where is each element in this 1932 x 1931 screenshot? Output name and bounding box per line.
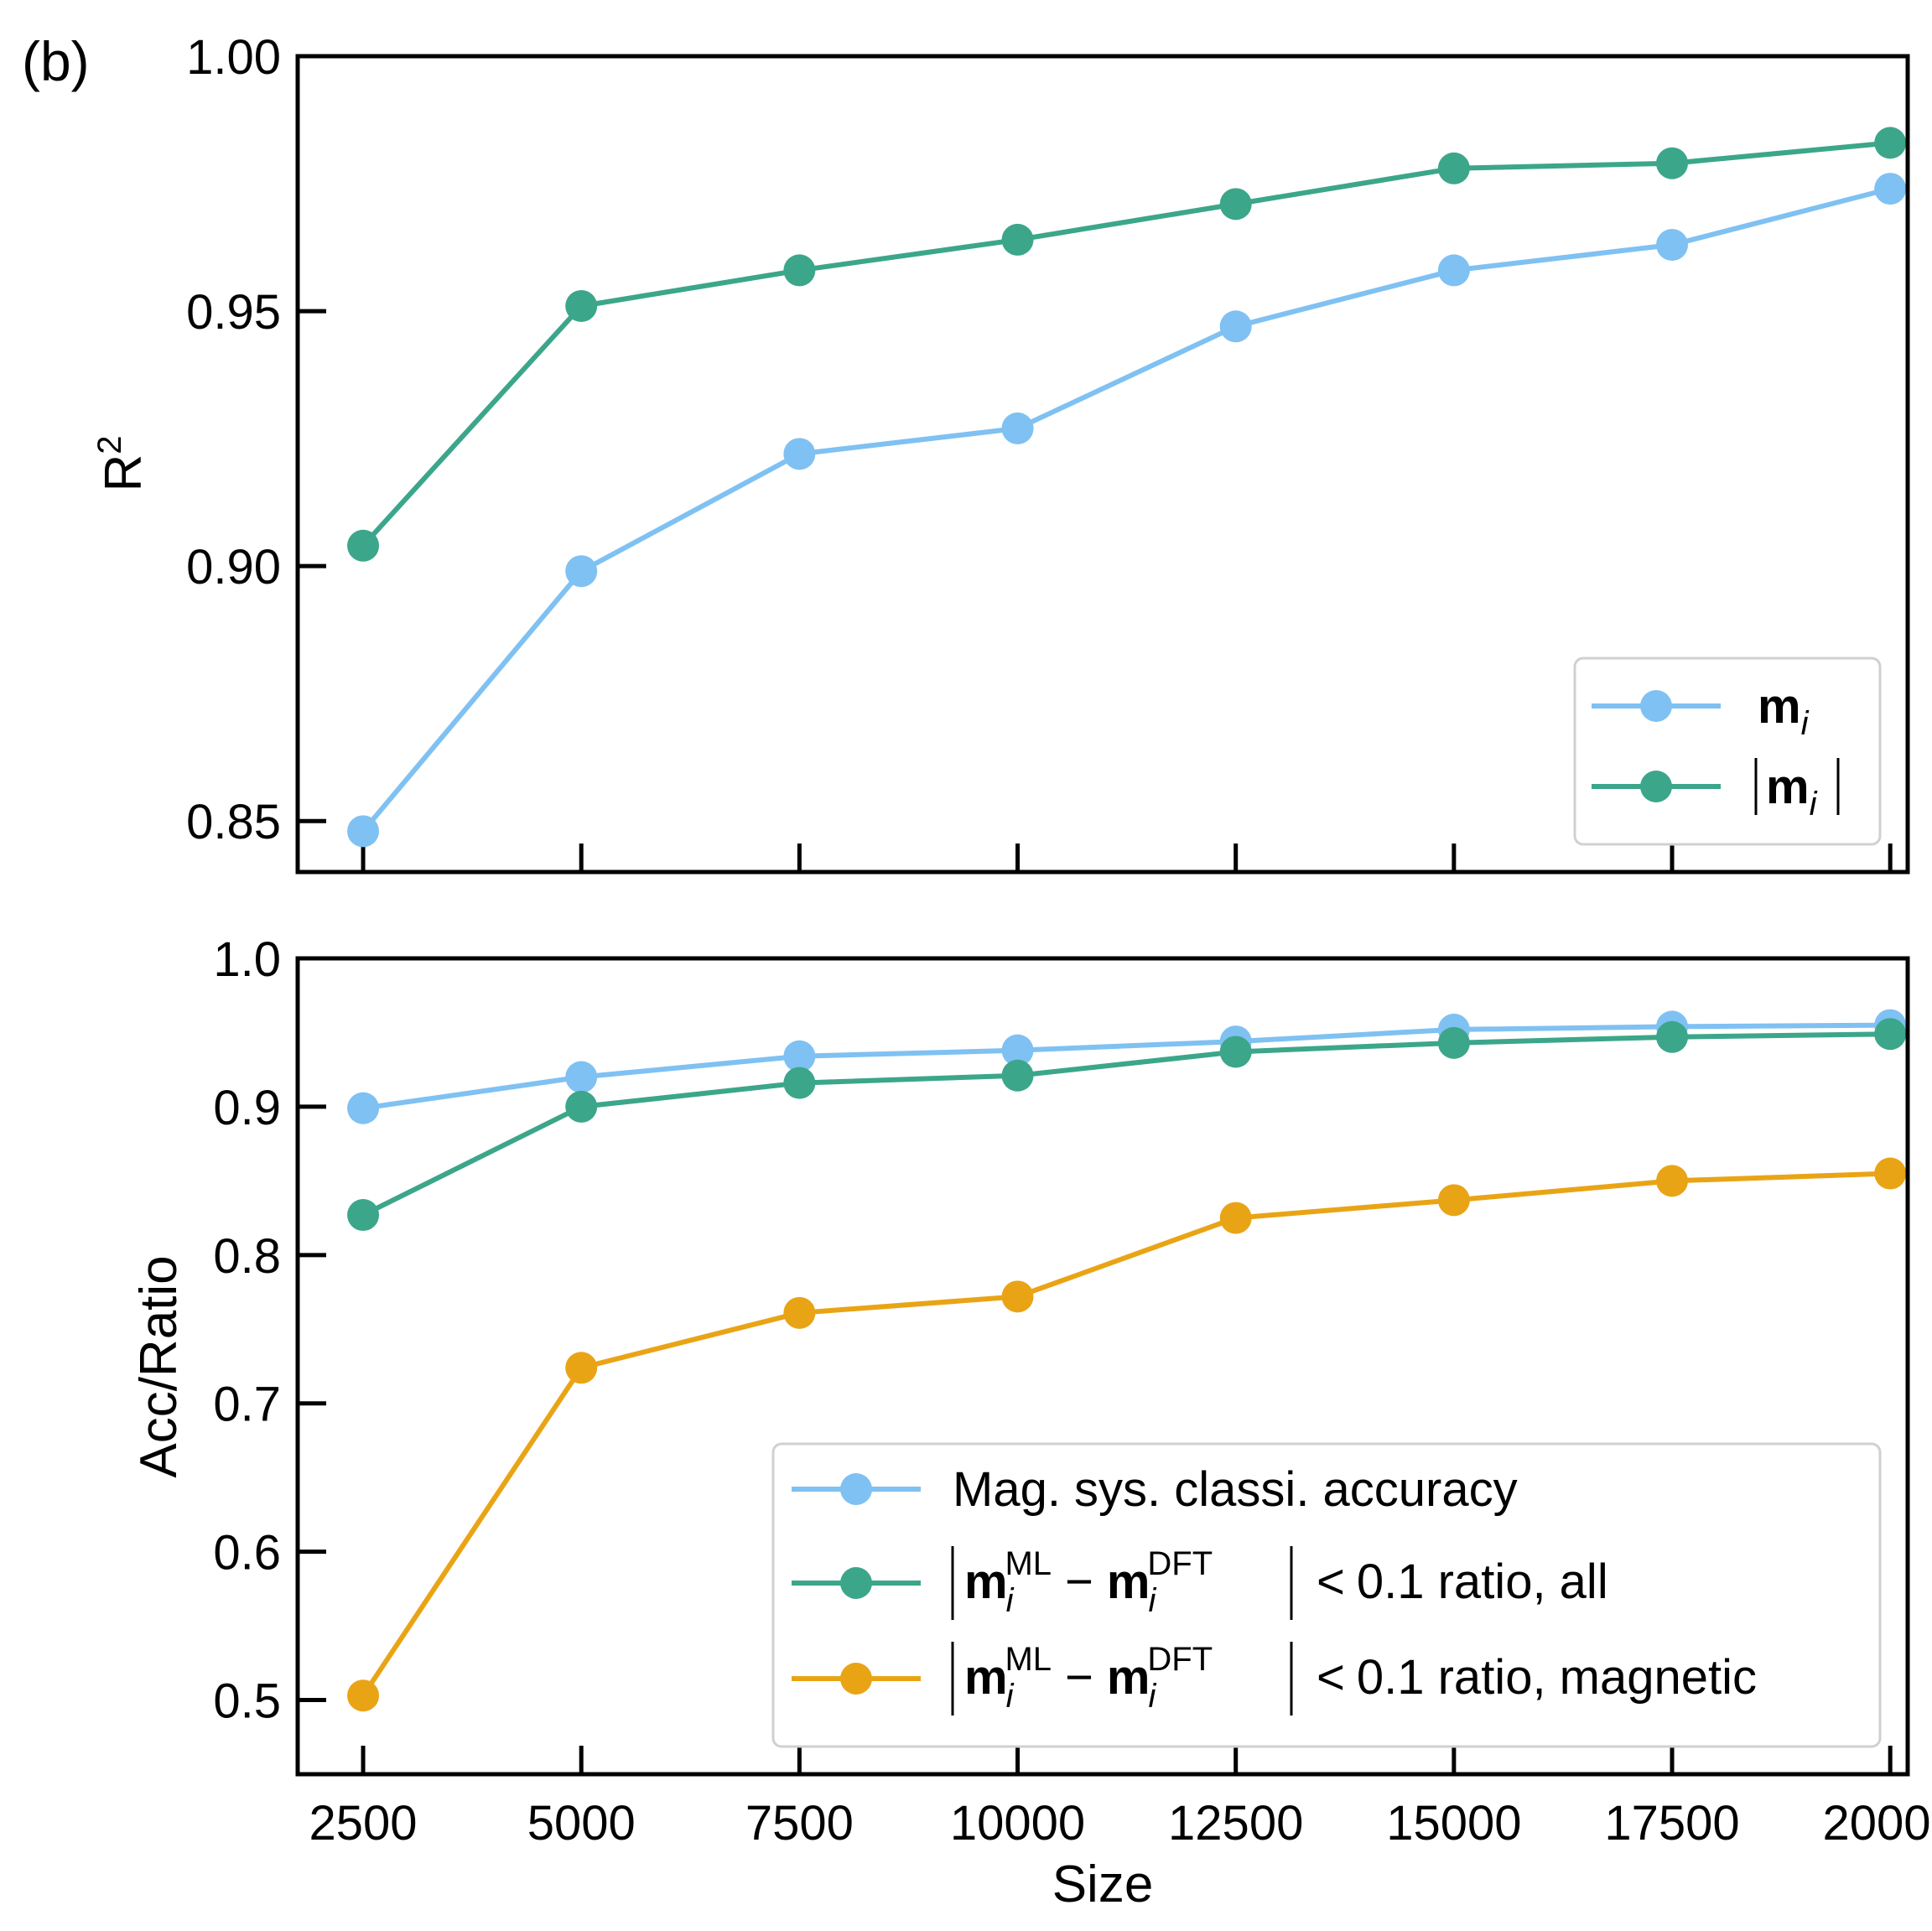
top-legend-marker-abs-mi [1640, 771, 1672, 802]
top-series-1-point [1001, 223, 1034, 256]
x-tick-label: 12500 [1168, 1796, 1303, 1851]
bottom-series-1-point [347, 1199, 380, 1232]
x-axis-title: Size [1052, 1856, 1154, 1913]
bottom-series-0-point [1001, 1034, 1034, 1067]
x-tick-label: 10000 [950, 1796, 1085, 1851]
bottom-legend-label-all: miML − miDFT <0.1 ratio, all [951, 1545, 1608, 1620]
top-series-1-point [1437, 152, 1470, 184]
top-chart-marks: 0.85 0.90 0.95 1.00 [186, 30, 1907, 872]
bottom-series-1-point [1219, 1036, 1252, 1068]
bottom-legend-label-accuracy: Mag. sys. classi. accuracy [953, 1462, 1518, 1517]
top-series-line-0 [361, 186, 1891, 833]
bottom-series-2-point [783, 1296, 816, 1329]
x-tick-label: 7500 [745, 1796, 854, 1851]
bottom-series-1-point [1874, 1018, 1907, 1051]
bottom-series-0-point [783, 1040, 816, 1072]
top-series-0-point [1874, 173, 1907, 205]
top-y-tick-label: 0.95 [186, 285, 281, 340]
top-series-line-1 [361, 140, 1891, 548]
top-series-0-point [1001, 412, 1034, 444]
top-legend-box [1573, 657, 1882, 846]
bottom-legend-label-magnetic: miML − miDFT <0.1 ratio, magnetic [951, 1641, 1757, 1716]
top-series-0-point [347, 815, 380, 848]
top-legend-abs-text: mi [1766, 760, 1818, 823]
top-series-1-point [783, 254, 816, 287]
top-y-tick-label: 1.00 [186, 30, 281, 85]
bottom-y-tick-label: 0.6 [213, 1526, 281, 1581]
bottom-series-2-point [1437, 1184, 1470, 1217]
bottom-series-1-point [783, 1067, 816, 1099]
bottom-series-1-point [1001, 1059, 1034, 1092]
bottom-chart-frame [295, 956, 1910, 1777]
top-legend: mi mi [1573, 657, 1882, 846]
top-legend-label-mi: mi [1758, 679, 1810, 742]
legend-tail-all: <0.1 ratio, all [1317, 1555, 1608, 1609]
bottom-y-tick-label: 0.8 [213, 1229, 281, 1284]
top-series-0-point [1219, 310, 1252, 343]
bottom-legend-marker-all [840, 1567, 872, 1599]
bottom-series-0-point [565, 1061, 598, 1093]
top-series-1-point [347, 529, 380, 562]
top-y-axis-title: R2 [91, 435, 153, 491]
bottom-series-0-point [347, 1092, 380, 1124]
top-series-1-point [1656, 147, 1689, 179]
bottom-legend-box [771, 1442, 1882, 1748]
top-series-1-point [565, 289, 598, 322]
bottom-y-tick-label: 0.9 [213, 1081, 281, 1135]
bottom-y-tick-label: 0.5 [213, 1674, 281, 1729]
top-series-1-point [1874, 127, 1907, 159]
bottom-series-line-0 [362, 1022, 1891, 1111]
top-series-0-point [1437, 254, 1470, 287]
bottom-series-line-1 [361, 1031, 1891, 1217]
top-chart: 0.85 0.90 0.95 1.00 R2 mi mi [91, 30, 1910, 875]
top-chart-frame [295, 54, 1910, 875]
bottom-legend-marker-accuracy [840, 1473, 872, 1505]
top-y-tick-label: 0.85 [186, 795, 281, 849]
bottom-series-2-point [1219, 1202, 1252, 1234]
bottom-y-tick-label: 1.0 [213, 932, 281, 987]
bottom-legend: Mag. sys. classi. accuracy miML − miDFT <0… [771, 1442, 1882, 1748]
bottom-series-2-point [347, 1679, 380, 1712]
bottom-series-2-point [565, 1352, 598, 1384]
diff-expression-all: miML − miDFT [964, 1545, 1213, 1619]
top-series-0-point [783, 438, 816, 470]
x-tick-label: 5000 [527, 1796, 636, 1851]
diff-expression-magnetic: miML − miDFT [964, 1641, 1213, 1715]
x-tick-label: 2500 [309, 1796, 418, 1851]
bottom-series-2-point [1874, 1157, 1907, 1190]
bottom-series-1-point [565, 1090, 598, 1123]
bottom-series-2-point [1656, 1165, 1689, 1197]
bottom-series-1-point [1656, 1020, 1689, 1053]
top-series-1-point [1219, 188, 1252, 221]
bottom-y-axis-title: Acc/Ratio [130, 1255, 188, 1477]
legend-tail-magnetic: <0.1 ratio, magnetic [1317, 1650, 1757, 1705]
bottom-series-1-point [1437, 1026, 1470, 1059]
bottom-legend-marker-magnetic [840, 1663, 872, 1695]
top-series-0-point [565, 555, 598, 588]
panel-label: (b) [22, 30, 90, 92]
top-legend-marker-mi [1640, 690, 1672, 722]
top-y-tick-label: 0.90 [186, 540, 281, 594]
x-tick-label: 15000 [1386, 1796, 1521, 1851]
bottom-y-tick-label: 0.7 [213, 1378, 281, 1432]
top-legend-label-abs-mi: mi [1754, 758, 1840, 823]
bottom-series-line-2 [361, 1171, 1891, 1697]
top-series-0-point [1656, 229, 1689, 262]
x-tick-label: 17500 [1604, 1796, 1739, 1851]
bottom-series-2-point [1001, 1280, 1034, 1313]
